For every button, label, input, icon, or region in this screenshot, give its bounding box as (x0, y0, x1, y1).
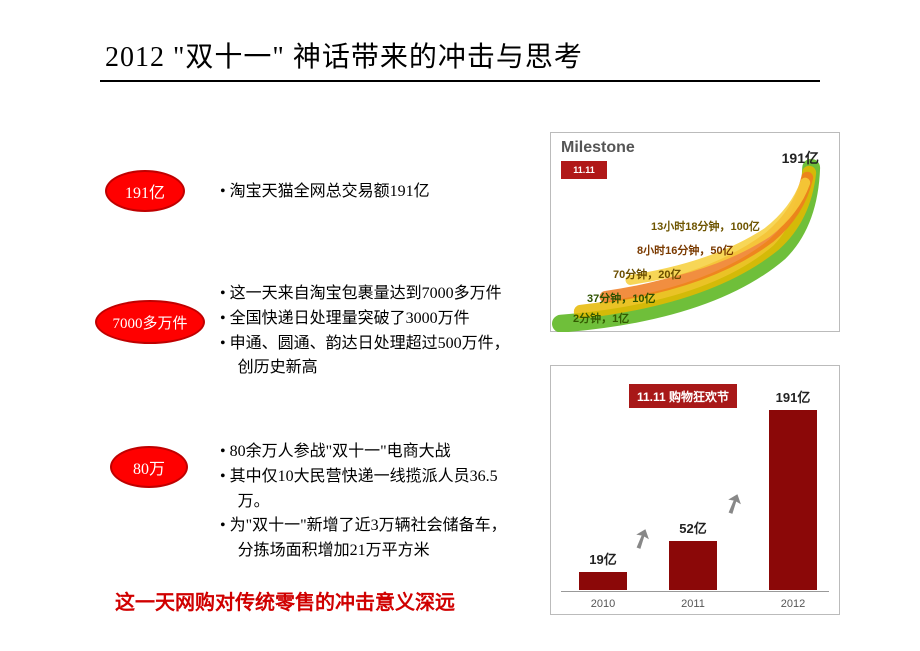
bullet-item: 80余万人参战"双十一"电商大战 (220, 440, 520, 465)
bar-axis-label: 2012 (763, 598, 823, 610)
bar-chart-baseline (561, 591, 829, 592)
stat-ellipse-3: 80万 (110, 446, 188, 488)
bar-value-label: 52亿 (663, 518, 723, 537)
bar (669, 541, 717, 590)
bullet-group-1: 淘宝天猫全网总交易额191亿 (220, 180, 520, 205)
bullet-item: 淘宝天猫全网总交易额191亿 (220, 180, 520, 205)
ellipse-label: 191亿 (125, 179, 165, 203)
bar (769, 410, 817, 590)
milestone-chart: Milestone 11.11 191亿 2分钟，1亿 37分钟，10亿 70分钟，… (550, 132, 840, 332)
milestone-step-label: 70分钟，20亿 (609, 265, 685, 283)
milestone-logo-badge: 11.11 (561, 161, 607, 179)
stat-ellipse-1: 191亿 (105, 170, 185, 212)
milestone-step-label: 13小时18分钟，100亿 (647, 217, 764, 235)
bar-axis-label: 2011 (663, 598, 723, 610)
bullet-item: 其中仅10大民营快递一线揽派人员36.5万。 (220, 465, 520, 515)
milestone-title: Milestone (561, 139, 635, 157)
bullet-group-2: 这一天来自淘宝包裹量达到7000多万件 全国快递日处理量突破了3000万件 申通… (220, 282, 520, 381)
ellipse-label: 80万 (133, 455, 165, 479)
bar-axis-label: 2010 (573, 598, 633, 610)
stat-ellipse-2: 7000多万件 (95, 300, 205, 344)
page-title: 2012 "双十一" 神话带来的冲击与思考 (105, 35, 583, 75)
bullet-group-3: 80余万人参战"双十一"电商大战 其中仅10大民营快递一线揽派人员36.5万。 … (220, 440, 520, 564)
bullet-item: 申通、圆通、韵达日处理超过500万件，创历史新高 (220, 332, 520, 382)
growth-arrow-icon: ➚ (718, 486, 750, 522)
bullet-item: 这一天来自淘宝包裹量达到7000多万件 (220, 282, 520, 307)
bar-value-label: 191亿 (763, 387, 823, 406)
bottom-highlight: 这一天网购对传统零售的冲击意义深远 (115, 586, 455, 615)
bar-value-label: 19亿 (573, 549, 633, 568)
milestone-peak-label: 191亿 (782, 148, 819, 168)
milestone-step-label: 8小时16分钟，50亿 (633, 241, 738, 259)
bullet-item: 为"双十一"新增了近3万辆社会储备车，分拣场面积增加21万平方米 (220, 514, 520, 564)
title-underline (100, 80, 820, 82)
bar (579, 572, 627, 590)
milestone-step-label: 37分钟，10亿 (583, 289, 659, 307)
milestone-step-label: 2分钟，1亿 (569, 309, 633, 327)
bar-chart-banner: 11.11 购物狂欢节 (629, 384, 737, 408)
ellipse-label: 7000多万件 (112, 312, 187, 333)
bullet-item: 全国快递日处理量突破了3000万件 (220, 307, 520, 332)
bar-chart: 11.11 购物狂欢节 19亿201052亿2011191亿2012 ➚ ➚ (550, 365, 840, 615)
